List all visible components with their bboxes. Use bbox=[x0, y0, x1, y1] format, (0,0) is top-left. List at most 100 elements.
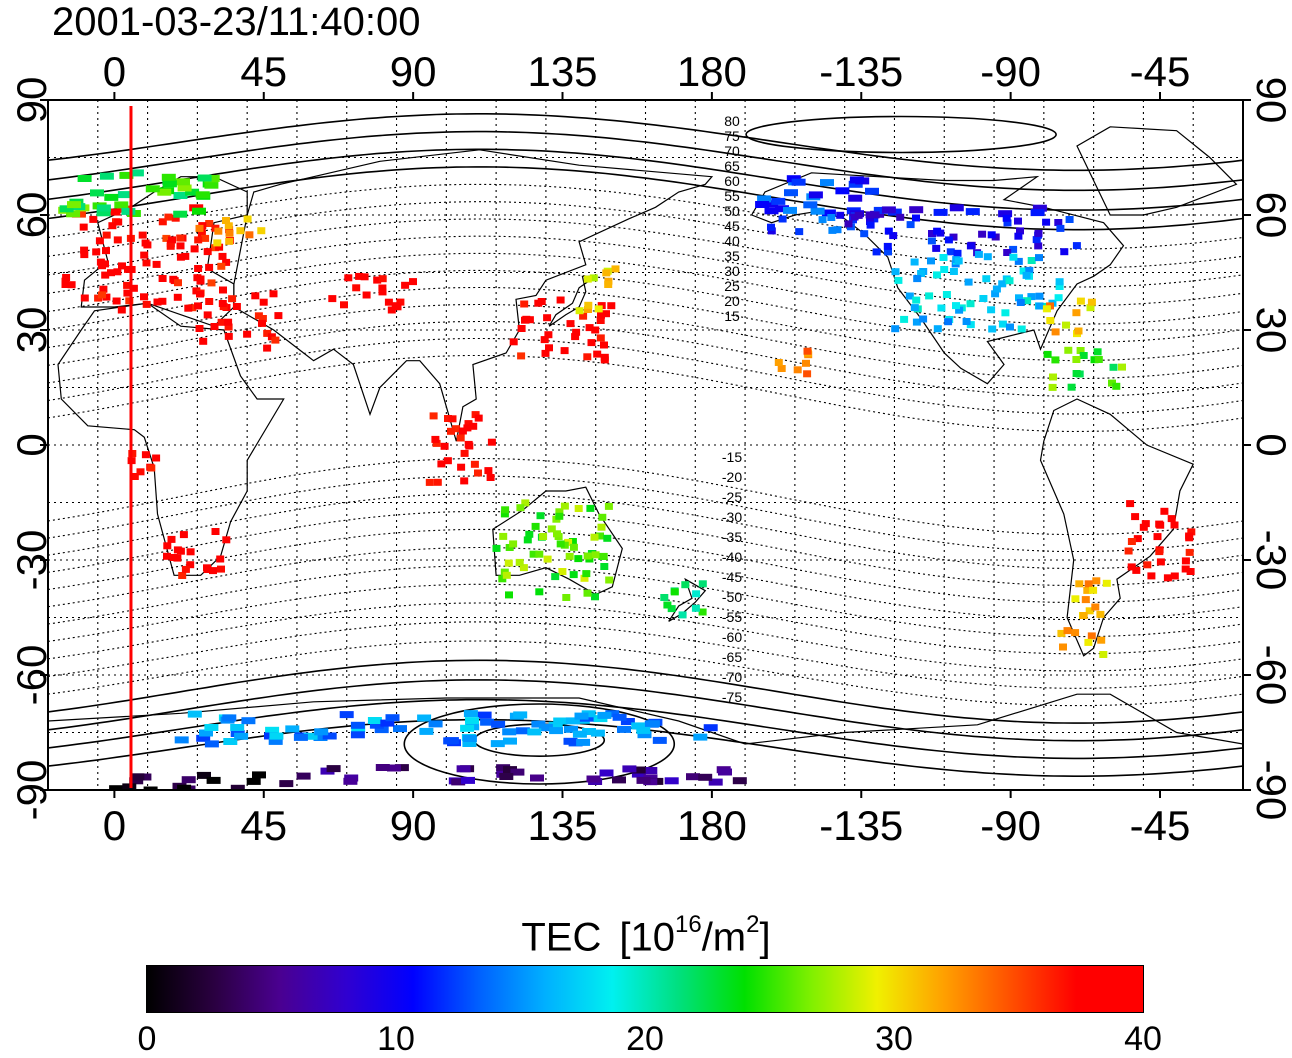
tec-cell bbox=[460, 724, 475, 732]
magnetic-latitude-contour bbox=[48, 286, 1243, 362]
tec-cell bbox=[1002, 214, 1011, 222]
tec-cell bbox=[983, 253, 992, 261]
tec-cell bbox=[393, 725, 407, 733]
tec-cell bbox=[1127, 563, 1136, 571]
tec-cell bbox=[537, 298, 546, 305]
tec-cell bbox=[186, 561, 195, 569]
tec-cell bbox=[367, 717, 382, 724]
magnetic-latitude-label: -50 bbox=[722, 589, 742, 605]
tec-cell bbox=[1072, 370, 1081, 377]
tec-cell bbox=[470, 460, 479, 468]
tec-cell bbox=[369, 721, 384, 729]
tec-cell bbox=[535, 550, 544, 558]
coastline bbox=[80, 176, 248, 327]
tec-cell bbox=[854, 211, 863, 219]
tec-cell bbox=[949, 233, 958, 241]
tec-cell bbox=[551, 573, 560, 581]
tec-cell bbox=[196, 734, 211, 742]
magnetic-latitude-label: 65 bbox=[724, 158, 740, 174]
tec-cell bbox=[101, 260, 109, 268]
tec-cell bbox=[884, 227, 893, 235]
tec-cell bbox=[965, 208, 980, 216]
tec-cell bbox=[591, 593, 599, 601]
tec-cell bbox=[764, 207, 779, 215]
tec-cell bbox=[896, 213, 905, 221]
tec-cell bbox=[991, 290, 1000, 298]
tec-cell bbox=[596, 317, 605, 324]
tec-cell bbox=[604, 502, 613, 510]
tec-cell bbox=[681, 581, 690, 589]
tec-cell bbox=[584, 301, 593, 309]
tec-cell bbox=[463, 710, 478, 718]
tec-cell bbox=[703, 724, 718, 732]
tec-cell bbox=[195, 325, 204, 332]
tec-cell bbox=[197, 771, 211, 779]
magnetic-latitude-label: 80 bbox=[724, 113, 740, 129]
tec-cell bbox=[563, 737, 578, 745]
tec-cell bbox=[686, 773, 700, 781]
tec-cell bbox=[917, 270, 926, 277]
tec-cell bbox=[222, 258, 231, 266]
tec-cell bbox=[158, 218, 167, 226]
tec-cell bbox=[443, 457, 452, 465]
tec-cell bbox=[108, 222, 117, 230]
colorbar-tick-label: 10 bbox=[377, 1020, 415, 1058]
coastline bbox=[57, 302, 285, 576]
tec-cell bbox=[1112, 382, 1121, 390]
tec-cell bbox=[1001, 309, 1010, 317]
tec-cell bbox=[67, 281, 76, 289]
tec-cell bbox=[80, 251, 89, 259]
tec-cell bbox=[269, 732, 284, 740]
tec-cell bbox=[1057, 629, 1066, 637]
tec-cell bbox=[216, 555, 225, 563]
tec-cell bbox=[205, 263, 214, 271]
tec-cell bbox=[571, 333, 580, 341]
tec-cell bbox=[939, 254, 948, 261]
tec-cell bbox=[425, 478, 434, 486]
tec-cell bbox=[767, 223, 775, 231]
tec-cell bbox=[535, 588, 544, 596]
tec-cell bbox=[543, 314, 552, 322]
tec-cell bbox=[1131, 513, 1140, 521]
tec-cell bbox=[1185, 532, 1194, 540]
y-tick-label-right: 0 bbox=[1248, 433, 1292, 456]
tec-cell bbox=[464, 440, 473, 448]
tec-cell bbox=[992, 285, 1001, 293]
tec-cell bbox=[109, 785, 124, 790]
tec-cell bbox=[222, 217, 230, 224]
tec-cell bbox=[259, 298, 268, 306]
tec-cell bbox=[502, 571, 511, 579]
tec-cell bbox=[1064, 346, 1073, 354]
tec-cell bbox=[224, 332, 233, 340]
tec-cell bbox=[375, 764, 390, 771]
magnetic-latitude-contour bbox=[48, 457, 1243, 536]
magnetic-latitude-contour bbox=[48, 493, 1243, 570]
tec-cell bbox=[565, 552, 574, 560]
tec-cell bbox=[757, 195, 772, 203]
tec-cell bbox=[121, 207, 136, 215]
tec-cell bbox=[460, 477, 469, 485]
tec-cell bbox=[591, 551, 600, 559]
tec-cell bbox=[1072, 309, 1081, 317]
tec-cell bbox=[544, 331, 553, 339]
tec-cell bbox=[670, 588, 679, 596]
tec-cell bbox=[593, 350, 602, 358]
tec-cell bbox=[1096, 610, 1105, 618]
tec-cell bbox=[590, 729, 605, 737]
tec-cell bbox=[201, 234, 210, 242]
tec-cell bbox=[1186, 568, 1195, 575]
tec-cell bbox=[953, 249, 962, 257]
y-tick-label-left: 0 bbox=[8, 433, 55, 456]
tec-cell bbox=[339, 711, 354, 719]
tec-cell bbox=[1034, 229, 1043, 237]
tec-cell bbox=[145, 185, 160, 193]
y-tick-label-left: -30 bbox=[8, 530, 55, 591]
tec-cell bbox=[352, 284, 361, 292]
tec-cell bbox=[492, 544, 501, 552]
tec-cell bbox=[602, 310, 610, 318]
tec-cell bbox=[631, 770, 646, 778]
tec-cell bbox=[401, 281, 410, 289]
tec-cell bbox=[96, 209, 111, 217]
tec-cell bbox=[203, 248, 212, 256]
